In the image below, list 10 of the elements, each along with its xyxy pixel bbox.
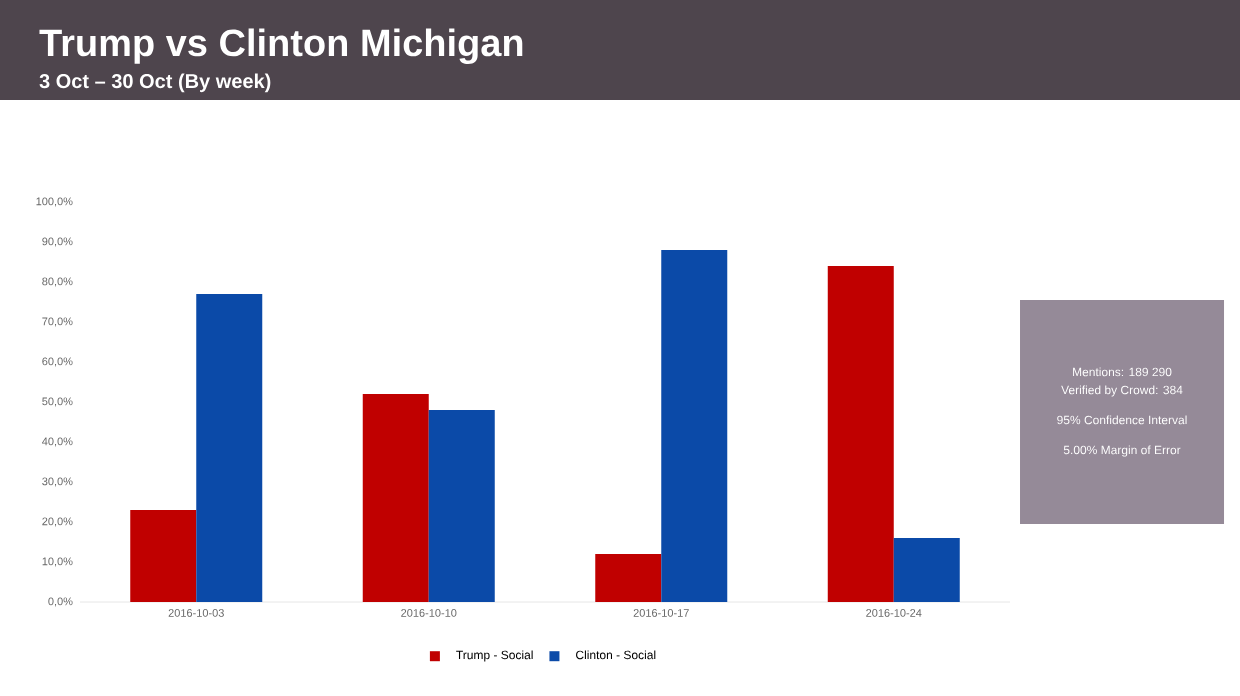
bar bbox=[196, 294, 263, 602]
bar bbox=[362, 394, 429, 602]
chart-subtitle: 3 Oct – 30 Oct (By week) bbox=[39, 73, 271, 93]
bar bbox=[661, 250, 728, 602]
chart-title: Trump vs Clinton Michigan bbox=[39, 28, 523, 65]
bar bbox=[428, 410, 495, 602]
bar bbox=[827, 266, 894, 602]
bar bbox=[130, 510, 197, 602]
bar bbox=[893, 538, 960, 602]
bar bbox=[595, 554, 662, 602]
